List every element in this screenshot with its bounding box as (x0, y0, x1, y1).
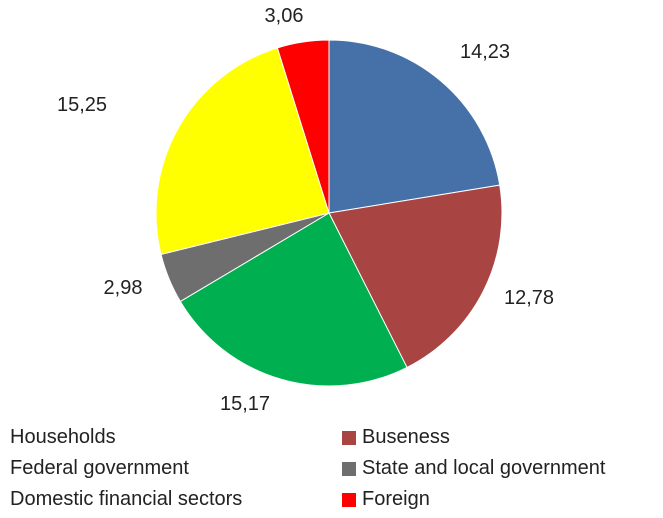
data-label-state-local-government: 2,98 (104, 277, 143, 299)
legend: Households Buseness Federal government S… (10, 424, 660, 513)
legend-entry-households: Households (10, 424, 342, 451)
pie-slice-domestic-financial-sectors (155, 47, 330, 256)
legend-label-foreign: Foreign (362, 488, 430, 510)
data-label-domestic-financial-sectors: 15,25 (57, 94, 107, 116)
data-label-federal-government: 15,17 (220, 393, 270, 415)
pie-slice-households (328, 39, 501, 214)
legend-entry-domestic-financial-sectors: Domestic financial sectors (10, 486, 342, 513)
legend-label-domestic-financial-sectors: Domestic financial sectors (10, 488, 243, 510)
legend-entry-federal-government: Federal government (10, 455, 342, 482)
pie-slice-federal-government (179, 212, 408, 387)
data-label-foreign: 3,06 (265, 5, 304, 27)
legend-label-households: Households (10, 426, 116, 448)
data-label-buseness: 12,78 (504, 287, 554, 309)
legend-swatch-state-local-government (342, 461, 356, 476)
pie-svg: 14,23 12,78 15,17 2,98 15,25 3,06 (57, 5, 554, 415)
legend-entry-foreign: Foreign (342, 486, 660, 513)
legend-label-state-local-government: State and local government (362, 457, 606, 479)
pie-slice-foreign (276, 39, 330, 214)
data-label-households: 14,23 (460, 41, 510, 63)
pie-slice-buseness (328, 184, 503, 369)
legend-label-federal-government: Federal government (10, 457, 189, 479)
legend-swatch-foreign (342, 492, 356, 507)
legend-entry-state-local-government: State and local government (342, 455, 660, 482)
legend-label-buseness: Buseness (362, 426, 450, 448)
legend-entry-buseness: Buseness (342, 424, 660, 451)
legend-swatch-buseness (342, 430, 356, 445)
